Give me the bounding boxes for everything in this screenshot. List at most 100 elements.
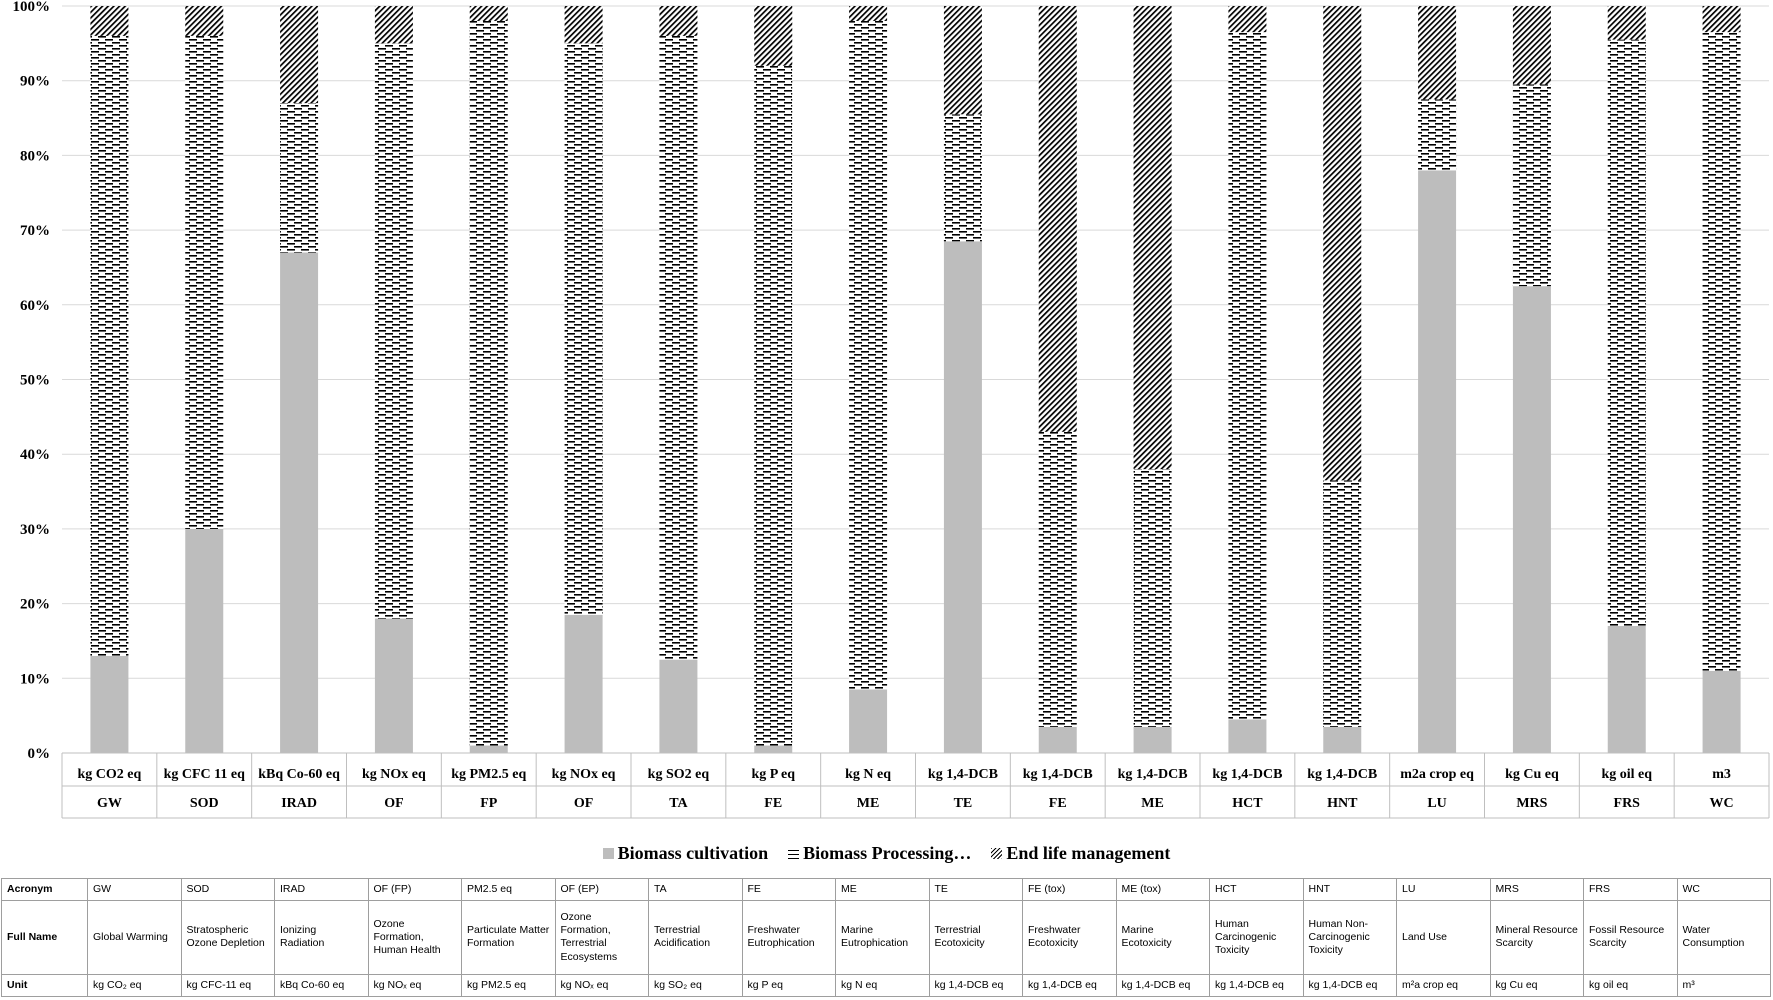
- legend-item-end-life: End life management: [991, 843, 1170, 864]
- legend-item-processing: Biomass Processing…: [788, 843, 971, 864]
- table-cell-acronym: PM2.5 eq: [461, 877, 556, 902]
- table-cell-full-name: Marine Ecotoxicity: [1115, 900, 1210, 975]
- bar-segment-end-life-management: [1702, 6, 1741, 33]
- bar-segment-biomass-cultivation: [564, 614, 603, 753]
- bar-segment-end-life-management: [1228, 6, 1267, 33]
- bars: [90, 6, 1741, 754]
- table-cell-unit: kg 1,4-DCB eq: [1115, 973, 1210, 998]
- y-tick-label: 0%: [28, 746, 51, 762]
- x-category-label: TA: [669, 796, 688, 811]
- bar-segment-end-life-management: [1323, 6, 1362, 481]
- x-category-label: FE: [1049, 796, 1067, 811]
- x-category-label: GW: [97, 796, 122, 811]
- bar-segment-biomass-cultivation: [1038, 726, 1077, 753]
- table-cell-full-name: Freshwater Ecotoxicity: [1022, 900, 1117, 975]
- x-unit-label: kg NOx eq: [552, 767, 616, 782]
- x-unit-label: kg P eq: [751, 767, 795, 782]
- row-header-full-name: Full Name: [1, 900, 88, 975]
- table-cell-acronym: LU: [1396, 877, 1491, 902]
- table-cell-full-name: Water Consumption: [1676, 900, 1771, 975]
- bar-segment-end-life-management: [564, 6, 603, 44]
- table-cell-full-name: Particulate Matter Formation: [461, 900, 556, 975]
- x-unit-label: kBq Co-60 eq: [258, 767, 340, 782]
- table-cell-acronym: HCT: [1209, 877, 1304, 902]
- table-cell-unit: kg N eq: [835, 973, 930, 998]
- x-category-label: WC: [1710, 796, 1734, 811]
- table-cell-acronym: HNT: [1302, 877, 1397, 902]
- bar-segment-biomass-cultivation: [754, 745, 793, 753]
- row-header-acronym: Acronym: [1, 877, 88, 902]
- row-header-unit: Unit: [1, 973, 88, 998]
- table-cell-acronym: GW: [87, 877, 182, 902]
- table-cell-acronym: SOD: [180, 877, 275, 902]
- x-category-label: ME: [1141, 796, 1164, 811]
- table-cell-acronym: FE: [741, 877, 836, 902]
- bar-segment-end-life-management: [943, 6, 982, 115]
- bar-segment-biomass-cultivation: [849, 689, 888, 753]
- bar-segment-end-life-management: [185, 6, 224, 36]
- bar-segment-biomass-cultivation: [1133, 726, 1172, 753]
- legend: Biomass cultivation Biomass Processing… …: [0, 838, 1773, 868]
- bar-segment-biomass-processing: [943, 114, 982, 242]
- y-tick-label: 80%: [20, 148, 50, 164]
- table-cell-full-name: Terrestrial Ecotoxicity: [928, 900, 1023, 975]
- bar-segment-biomass-processing: [1133, 469, 1172, 727]
- table-cell-unit: kg 1,4-DCB eq: [928, 973, 1023, 998]
- table-cell-acronym: FE (tox): [1022, 877, 1117, 902]
- table-cell-unit: kg NOₓ eq: [554, 973, 649, 998]
- bar-segment-biomass-cultivation: [1323, 726, 1362, 753]
- legend-swatch-end-life: [991, 847, 1003, 859]
- x-category-label: HNT: [1327, 796, 1358, 811]
- bar-segment-biomass-processing: [1228, 32, 1267, 720]
- bar-segment-biomass-cultivation: [374, 618, 413, 753]
- table-cell-full-name: Terrestrial Acidification: [648, 900, 743, 975]
- x-unit-label: kg Cu eq: [1505, 767, 1559, 782]
- bar-segment-end-life-management: [659, 6, 698, 36]
- x-category-label: FP: [480, 796, 498, 811]
- x-unit-label: kg CFC 11 eq: [164, 767, 246, 782]
- bar-segment-biomass-processing: [1512, 84, 1551, 287]
- table-cell-full-name: Mineral Resource Scarcity: [1489, 900, 1584, 975]
- x-unit-label: m2a crop eq: [1400, 767, 1474, 782]
- legend-label-cultivation: Biomass cultivation: [617, 842, 769, 863]
- table-cell-full-name: Stratospheric Ozone Depletion: [180, 900, 275, 975]
- stacked-bar-chart: 0% 10% 20% 30% 40% 50% 60% 70% 80% 90% 100% kg CO2…: [13, 0, 1770, 819]
- bar-segment-end-life-management: [374, 6, 413, 44]
- table-cell-unit: m²a crop eq: [1396, 973, 1491, 998]
- bar-segment-end-life-management: [1607, 6, 1646, 40]
- x-category-label: SOD: [190, 796, 219, 811]
- x-unit-label: kg SO2 eq: [648, 767, 710, 782]
- table-cell-acronym: WC: [1676, 877, 1771, 902]
- bar-segment-biomass-cultivation: [1607, 626, 1646, 753]
- y-tick-label: 50%: [20, 373, 50, 389]
- bar-segment-end-life-management: [469, 6, 508, 21]
- table-cell-unit: kBq Co-60 eq: [274, 973, 369, 998]
- table-cell-unit: kg SO₂ eq: [648, 973, 743, 998]
- legend-label-processing: Biomass Processing…: [803, 842, 972, 863]
- y-tick-label: 10%: [20, 671, 50, 687]
- y-tick-label: 70%: [20, 223, 50, 239]
- x-unit-label: kg 1,4-DCB: [1118, 767, 1188, 782]
- bar-segment-biomass-cultivation: [280, 252, 319, 753]
- impact-category-table: Acronym GW SOD IRAD OF (FP) PM2.5 eq OF (EP) TA…: [1, 877, 1771, 998]
- table-cell-full-name: Ozone Formation, Terrestrial Ecosystems: [554, 900, 649, 975]
- table-row-acronym: Acronym GW SOD IRAD OF (FP) PM2.5 eq OF (EP) TA…: [1, 877, 1771, 902]
- y-axis: 0% 10% 20% 30% 40% 50% 60% 70% 80% 90% 100%: [13, 0, 51, 762]
- table-cell-acronym: ME: [835, 877, 930, 902]
- x-category-label: HCT: [1232, 796, 1263, 811]
- y-tick-label: 40%: [20, 447, 50, 463]
- table-cell-acronym: OF (EP): [554, 877, 649, 902]
- table-cell-acronym: TE: [928, 877, 1023, 902]
- bar-segment-biomass-processing: [1038, 431, 1077, 727]
- legend-swatch-processing: [788, 847, 800, 859]
- x-category-label: IRAD: [281, 796, 317, 811]
- legend-swatch-cultivation: [602, 847, 614, 859]
- bar-segment-biomass-processing: [90, 35, 129, 656]
- x-category-label: TE: [954, 796, 973, 811]
- table-cell-unit: kg CFC-11 eq: [180, 973, 275, 998]
- bar-segment-end-life-management: [1038, 6, 1077, 432]
- table-cell-unit: kg PM2.5 eq: [461, 973, 556, 998]
- bar-segment-biomass-processing: [1323, 480, 1362, 727]
- y-tick-label: 30%: [20, 522, 50, 538]
- bar-segment-end-life-management: [849, 6, 888, 21]
